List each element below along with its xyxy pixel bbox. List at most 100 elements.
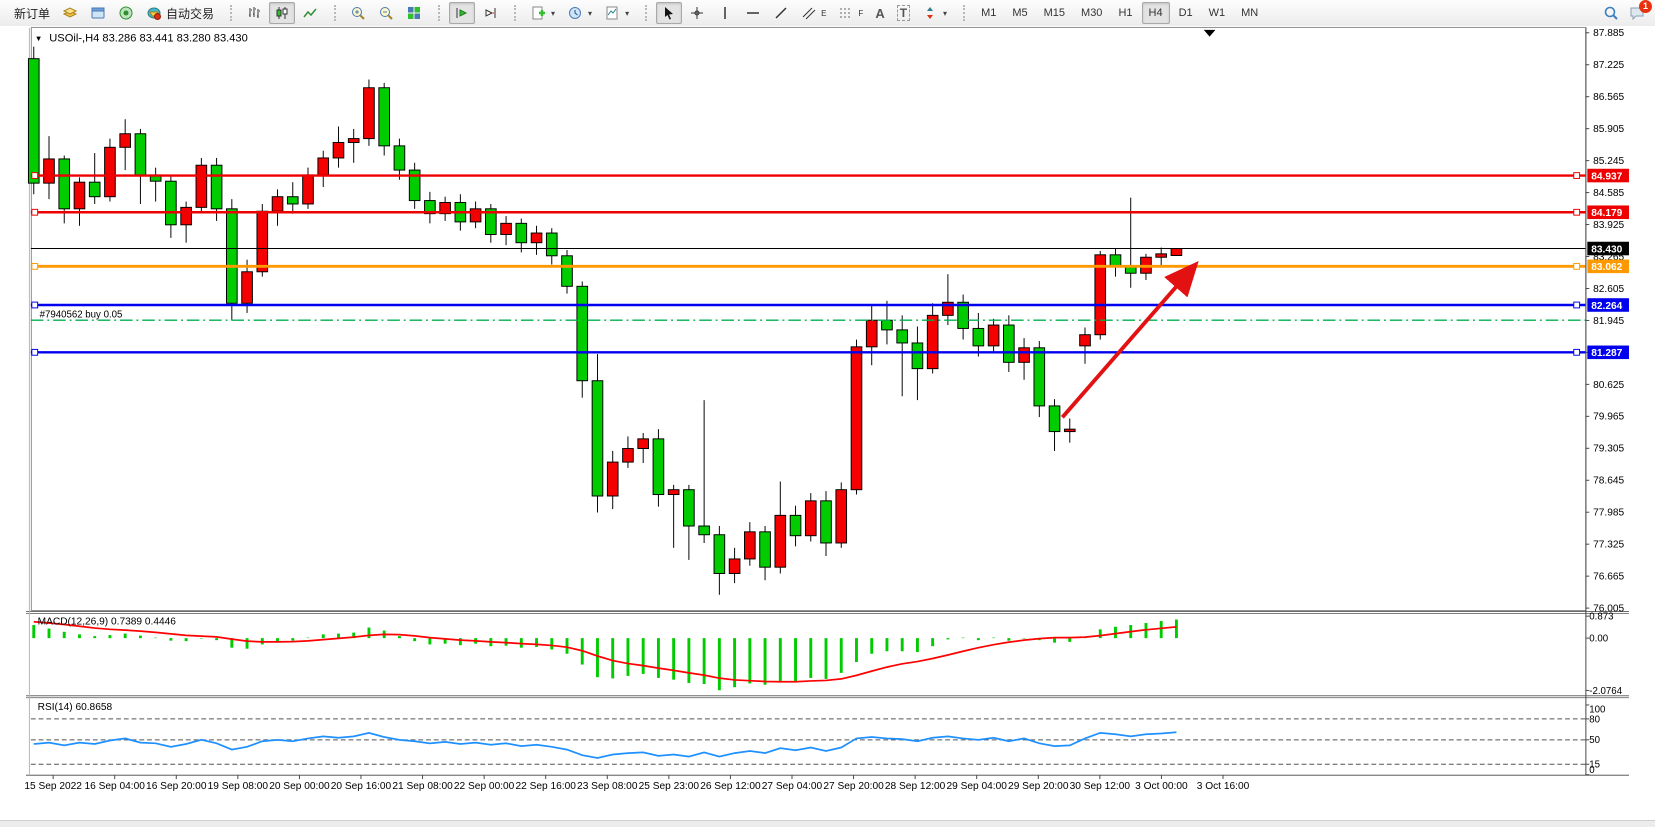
bull-candle-body (73, 181, 86, 210)
arrows-tool-icon (927, 7, 934, 19)
timeframe-button-w1[interactable]: W1 (1208, 7, 1226, 19)
chart-window[interactable]: #7940562 buy 0.05 ▼ USOil-,H4 83.286 83.… (0, 26, 1655, 827)
bear-candle-body (545, 232, 558, 257)
market-watch-button[interactable] (57, 2, 83, 24)
candle (347, 128, 360, 163)
templates-button[interactable]: ▾ (599, 2, 634, 24)
price-badge-83.430 (1587, 241, 1629, 256)
line-handle-left[interactable] (31, 172, 39, 179)
bear-candle-body (896, 329, 908, 344)
bull-candle-body (119, 133, 131, 148)
candlestick-mode-button[interactable] (269, 2, 296, 24)
terminal-button[interactable] (85, 2, 111, 24)
auto-scroll-icon (456, 8, 468, 18)
bull-candle-body (667, 489, 680, 496)
bear-candle-body (652, 438, 665, 496)
candle (698, 400, 710, 543)
candle (27, 46, 40, 195)
channel-tool-button[interactable]: E (796, 2, 831, 24)
timeframe-button-m15[interactable]: M15 (1043, 7, 1066, 19)
bull-candle-body (302, 174, 314, 205)
price-badge-label: 83.062 (1591, 262, 1622, 273)
auto-scroll-button[interactable] (449, 2, 476, 24)
bull-candle-body (1094, 254, 1107, 336)
bear-candle-body (286, 196, 299, 205)
chart-shift-button[interactable] (477, 2, 503, 24)
time-tick-label: 22 Sep 00:00 (454, 781, 515, 792)
bear-candle-body (210, 164, 223, 210)
rsi-indicator-pane[interactable] (30, 718, 1586, 765)
trend-arrow[interactable] (1060, 260, 1199, 419)
line-handle-right[interactable] (1573, 262, 1581, 270)
bar-chart-mode-button[interactable] (241, 2, 267, 24)
sound-button[interactable] (113, 2, 139, 24)
tile-windows-button[interactable] (401, 2, 427, 24)
auto-trading-button[interactable]: 自动交易 (141, 2, 219, 24)
price-tick-label: 77.325 (1593, 540, 1624, 551)
timeframe-button-m1[interactable]: M1 (981, 7, 997, 19)
crosshair-tool-button[interactable] (684, 2, 710, 24)
time-tick-label: 16 Sep 20:00 (146, 781, 207, 792)
bull-candle-body (622, 448, 634, 463)
line-handle-right[interactable] (1573, 208, 1581, 216)
horizontal-line-tool-button[interactable] (740, 2, 766, 24)
horizontal-level-lines[interactable] (30, 172, 1586, 356)
line-handle-left[interactable] (31, 262, 39, 270)
price-tick-label: 87.885 (1593, 28, 1624, 39)
timeframe-button-h1[interactable]: H1 (1118, 7, 1133, 19)
candle (332, 126, 345, 168)
arrows-dropdown-caret[interactable]: ▾ (943, 8, 948, 18)
macd-indicator-pane[interactable] (32, 619, 1178, 691)
candle (119, 119, 131, 171)
chart-background[interactable] (30, 27, 1586, 775)
arrows-tool-button[interactable]: ▾ (917, 2, 952, 24)
line-handle-right[interactable] (1573, 301, 1581, 309)
line-chart-mode-button[interactable] (297, 2, 323, 24)
bar-chart-icon (249, 7, 261, 18)
periods-button[interactable]: ▾ (562, 2, 597, 24)
templates-dropdown-caret[interactable]: ▾ (625, 8, 630, 18)
chart-title-ohlc: USOil-,H4 83.286 83.441 83.280 83.430 (49, 32, 248, 44)
auto-trading-icon (147, 7, 162, 20)
indicators-button[interactable]: ▾ (525, 2, 560, 24)
new-order-button[interactable]: 新订单 (9, 2, 55, 24)
bull-candle-body (104, 146, 116, 198)
fibonacci-tool-button[interactable]: F (833, 2, 868, 24)
text-label-tool-button[interactable]: T (892, 2, 915, 24)
line-handle-left[interactable] (31, 301, 39, 309)
line-handle-left[interactable] (31, 208, 39, 216)
time-axis[interactable]: 15 Sep 2022 16 Sep 04:00 16 Sep 20:00 19 Se… (24, 775, 1250, 792)
time-tick-label: 3 Oct 16:00 (1197, 781, 1250, 792)
timeframe-button-m5[interactable]: M5 (1012, 7, 1028, 19)
timeframe-button-m30[interactable]: M30 (1081, 7, 1103, 19)
text-tool-button[interactable]: A (870, 2, 889, 24)
periods-dropdown-caret[interactable]: ▾ (588, 8, 593, 18)
timeframe-button-mn[interactable]: MN (1241, 7, 1259, 19)
template-icon (606, 6, 618, 20)
window-bottom-strip (0, 820, 1655, 827)
candle (424, 191, 436, 224)
price-axis[interactable]: 87.885 87.225 86.565 85.905 85.245 84.585 83.9… (1585, 28, 1629, 776)
chart-shift-marker-icon[interactable] (1203, 29, 1216, 37)
cursor-tool-button[interactable] (656, 2, 683, 24)
timeframe-button-h4[interactable]: H4 (1141, 2, 1170, 24)
bear-candle-body (58, 158, 71, 210)
vertical-line-tool-button[interactable] (712, 2, 738, 24)
timeframe-button-d1[interactable]: D1 (1178, 7, 1193, 19)
candle (226, 199, 238, 321)
usoil-h4-chart[interactable]: #7940562 buy 0.05 ▼ USOil-,H4 83.286 83.… (0, 26, 1655, 827)
line-handle-left[interactable] (31, 348, 39, 356)
trend-arrow-annotation[interactable] (1060, 260, 1199, 419)
price-tick-label: 78.645 (1593, 476, 1624, 487)
indicators-dropdown-caret[interactable]: ▾ (551, 8, 556, 18)
line-handle-right[interactable] (1573, 172, 1581, 179)
line-handle-right[interactable] (1573, 348, 1581, 356)
symbol-dropdown-icon[interactable]: ▼ (35, 34, 43, 43)
bear-candle-body (881, 319, 893, 331)
trendline-tool-button[interactable] (768, 2, 794, 24)
notifications-button[interactable]: 1 (1629, 0, 1652, 21)
search-icon[interactable] (1603, 5, 1619, 21)
candle (180, 201, 192, 243)
zoom-out-button[interactable] (373, 2, 399, 24)
zoom-in-button[interactable] (345, 2, 371, 24)
